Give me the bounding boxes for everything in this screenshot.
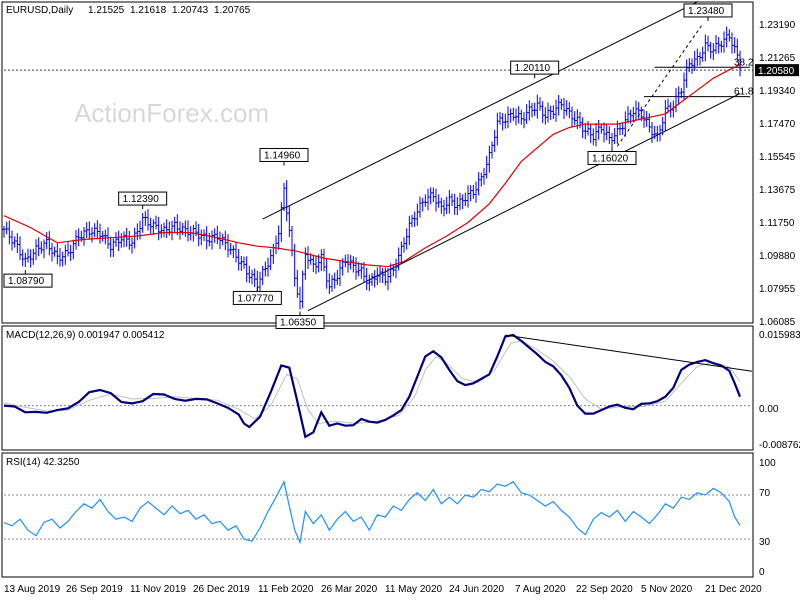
callout-box	[3, 273, 53, 288]
callout-label: 1.07770	[237, 293, 274, 304]
fib-level-label: 38.2	[734, 57, 754, 68]
x-tick-label: 22 Sep 2020	[576, 584, 633, 595]
rsi-line	[3, 480, 741, 545]
x-tick-label: 11 Nov 2019	[130, 584, 186, 595]
price-tick: 1.11750	[759, 218, 795, 229]
callout-box	[118, 191, 168, 206]
watermark: ActionForex.com	[74, 98, 269, 128]
price-tick: 1.17470	[759, 119, 796, 130]
x-tick-label: 26 Dec 2019	[193, 584, 250, 595]
macd-panel-frame	[1, 325, 754, 451]
callout-box	[232, 290, 282, 305]
rsi-label: RSI(14) 42.3250	[6, 457, 80, 468]
rsi-tick: 30	[759, 537, 771, 548]
x-tick-label: 11 Feb 2020	[258, 584, 314, 595]
ohlc-low: 1.20743	[172, 5, 209, 16]
callout-box	[275, 315, 325, 330]
price-tick: 1.19340	[759, 86, 796, 97]
price-tick: 1.23190	[759, 20, 796, 31]
callout-label: 1.14960	[264, 150, 301, 161]
ohlc-open: 1.21525	[88, 5, 125, 16]
callout-label: 1.20110	[515, 63, 551, 74]
moving-average-line	[3, 64, 741, 268]
symbol-label: EURUSD,Daily	[6, 5, 73, 16]
macd-tick: 0.00	[759, 404, 779, 415]
price-tick: 1.06085	[759, 317, 796, 328]
x-axis-labels: 13 Aug 2019 26 Sep 2019 11 Nov 2019 26 D…	[4, 584, 762, 595]
callout-label: 1.06350	[280, 318, 317, 329]
channel-line	[262, 1, 698, 220]
x-tick-label: 24 Jun 2020	[449, 584, 504, 595]
macd-series-layer	[3, 333, 753, 439]
current-price-box	[755, 64, 799, 77]
rsi-tick: 70	[759, 488, 771, 499]
x-tick-label: 5 Nov 2020	[641, 584, 693, 595]
price-tick: 1.15545	[759, 152, 796, 163]
price-tick: 1.07955	[759, 284, 796, 295]
callout-box	[259, 147, 309, 162]
callout-box	[510, 60, 560, 75]
macd-signal-line	[3, 340, 741, 425]
ohlc-close: 1.20765	[214, 5, 251, 16]
callout-box	[587, 150, 637, 165]
price-tick: 1.21265	[759, 53, 796, 64]
ohlc-bars	[2, 26, 742, 310]
callout-label: 1.16020	[592, 153, 629, 164]
callout-box	[683, 3, 733, 18]
macd-line	[3, 333, 742, 439]
x-tick-label: 11 May 2020	[385, 584, 443, 595]
price-tick: 1.09880	[759, 251, 796, 262]
callout-label: 1.12390	[123, 194, 160, 205]
price-tick: 1.13675	[759, 185, 796, 196]
macd-tick: -0.008762	[759, 440, 800, 451]
callout-label: 1.23480	[688, 6, 725, 17]
x-tick-label: 21 Dec 2020	[705, 584, 762, 595]
rsi-tick: 0	[759, 567, 765, 578]
current-price-label: 1.20580	[758, 66, 795, 77]
rsi-series-layer	[3, 480, 752, 545]
macd-label: MACD(12,26,9) 0.001947 0.005412	[6, 330, 165, 341]
dashed-trend-line	[616, 23, 704, 147]
x-tick-label: 7 Aug 2020	[515, 584, 566, 595]
price-y-ticks: 1.23190 1.21265 1.19340 1.17470 1.15545 …	[759, 20, 796, 328]
macd-tick: 0.015983	[759, 330, 800, 341]
x-tick-label: 13 Aug 2019	[4, 584, 61, 595]
callout-label: 1.08790	[8, 276, 45, 287]
fib-level-label: 61.8	[734, 87, 754, 98]
x-tick-label: 26 Mar 2020	[321, 584, 378, 595]
rsi-tick: 100	[759, 458, 776, 469]
ohlc-high: 1.21618	[130, 5, 167, 16]
price-series-layer: 38.2 61.8 1.20580 1.08790 1.12390 1.14960 1.07…	[2, 1, 799, 330]
x-tick-label: 26 Sep 2019	[66, 584, 123, 595]
macd-trendline	[505, 334, 753, 372]
